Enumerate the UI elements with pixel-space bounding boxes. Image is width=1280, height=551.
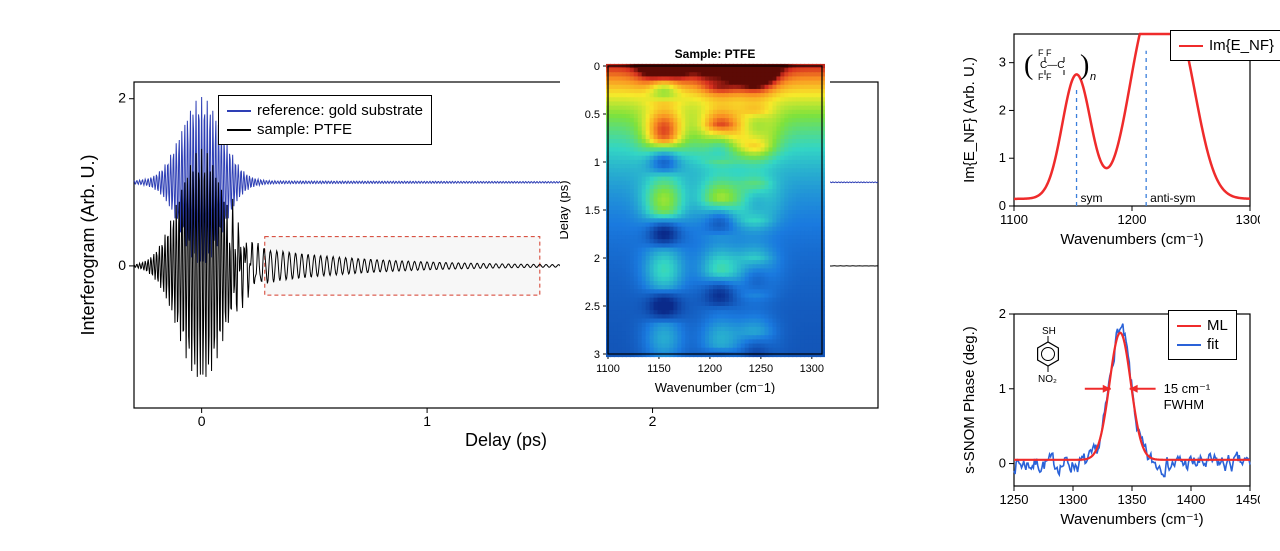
svg-text:1200: 1200 (1118, 212, 1147, 227)
svg-text:1150: 1150 (647, 363, 671, 375)
svg-text:Delay (ps): Delay (ps) (560, 180, 571, 239)
svg-text:1450: 1450 (1236, 492, 1260, 507)
svg-text:NO₂: NO₂ (1038, 374, 1057, 385)
phase-legend: MLfit (1168, 310, 1237, 360)
svg-text:1: 1 (594, 157, 600, 169)
svg-text:3: 3 (999, 55, 1006, 70)
svg-text:Sample: PTFE: Sample: PTFE (675, 47, 756, 61)
svg-text:(: ( (1024, 50, 1033, 81)
svg-text:0: 0 (594, 61, 600, 73)
svg-text:2: 2 (999, 306, 1006, 321)
svg-text:1: 1 (999, 150, 1006, 165)
svg-text:1400: 1400 (1177, 492, 1206, 507)
svg-text:1: 1 (999, 381, 1006, 396)
svg-text:sym: sym (1081, 191, 1103, 205)
svg-text:0: 0 (198, 413, 206, 429)
svg-text:1350: 1350 (1118, 492, 1147, 507)
svg-text:C—C: C—C (1040, 60, 1064, 71)
svg-text:1.5: 1.5 (585, 205, 600, 217)
svg-text:1100: 1100 (1000, 212, 1028, 227)
spectrogram-panel: 1100 1150 1200 1250 1300 0 0.5 1 1.5 2 2.5 3 Wavenum… (560, 44, 830, 394)
svg-text:F F: F F (1038, 48, 1052, 58)
svg-text:15 cm⁻¹: 15 cm⁻¹ (1164, 381, 1211, 396)
svg-text:0.5: 0.5 (585, 109, 600, 121)
svg-text:2: 2 (594, 253, 600, 265)
svg-text:2: 2 (118, 90, 126, 106)
svg-text:FWHM: FWHM (1164, 397, 1204, 412)
svg-text:0: 0 (999, 198, 1006, 213)
svg-text:s-SNOM Phase (deg.): s-SNOM Phase (deg.) (961, 326, 978, 474)
svg-text:anti-sym: anti-sym (1150, 191, 1195, 205)
svg-text:Wavenumbers (cm⁻¹): Wavenumbers (cm⁻¹) (1060, 511, 1203, 528)
svg-text:SH: SH (1042, 326, 1056, 337)
svg-text:1300: 1300 (1236, 212, 1260, 227)
svg-text:Wavenumber (cm⁻1): Wavenumber (cm⁻1) (655, 380, 776, 394)
svg-text:1250: 1250 (749, 363, 773, 375)
svg-text:n: n (1090, 71, 1096, 83)
svg-text:1200: 1200 (698, 363, 722, 375)
svg-text:1250: 1250 (1000, 492, 1029, 507)
svg-text:Im{E_NF} (Arb. U.): Im{E_NF} (Arb. U.) (961, 57, 978, 183)
svg-text:Wavenumbers (cm⁻¹): Wavenumbers (cm⁻¹) (1060, 231, 1203, 248)
svg-text:1100: 1100 (596, 363, 620, 375)
legend-label: sample: PTFE (257, 121, 352, 138)
interferogram-legend: reference: gold substrate sample: PTFE (218, 95, 432, 145)
svg-text:0: 0 (999, 456, 1006, 471)
svg-text:0: 0 (118, 257, 126, 273)
svg-text:3: 3 (594, 349, 600, 361)
im-enf-legend: Im{E_NF} (1170, 30, 1280, 61)
svg-text:2.5: 2.5 (585, 301, 600, 313)
svg-text:1300: 1300 (1059, 492, 1088, 507)
svg-text:Interferogram (Arb. U.): Interferogram (Arb. U.) (78, 154, 98, 335)
legend-label: reference: gold substrate (257, 102, 423, 119)
svg-text:1300: 1300 (800, 363, 824, 375)
svg-text:2: 2 (649, 413, 657, 429)
svg-text:Delay (ps): Delay (ps) (465, 430, 547, 450)
svg-text:): ) (1080, 50, 1089, 81)
svg-text:2: 2 (999, 102, 1006, 117)
svg-text:1: 1 (423, 413, 431, 429)
